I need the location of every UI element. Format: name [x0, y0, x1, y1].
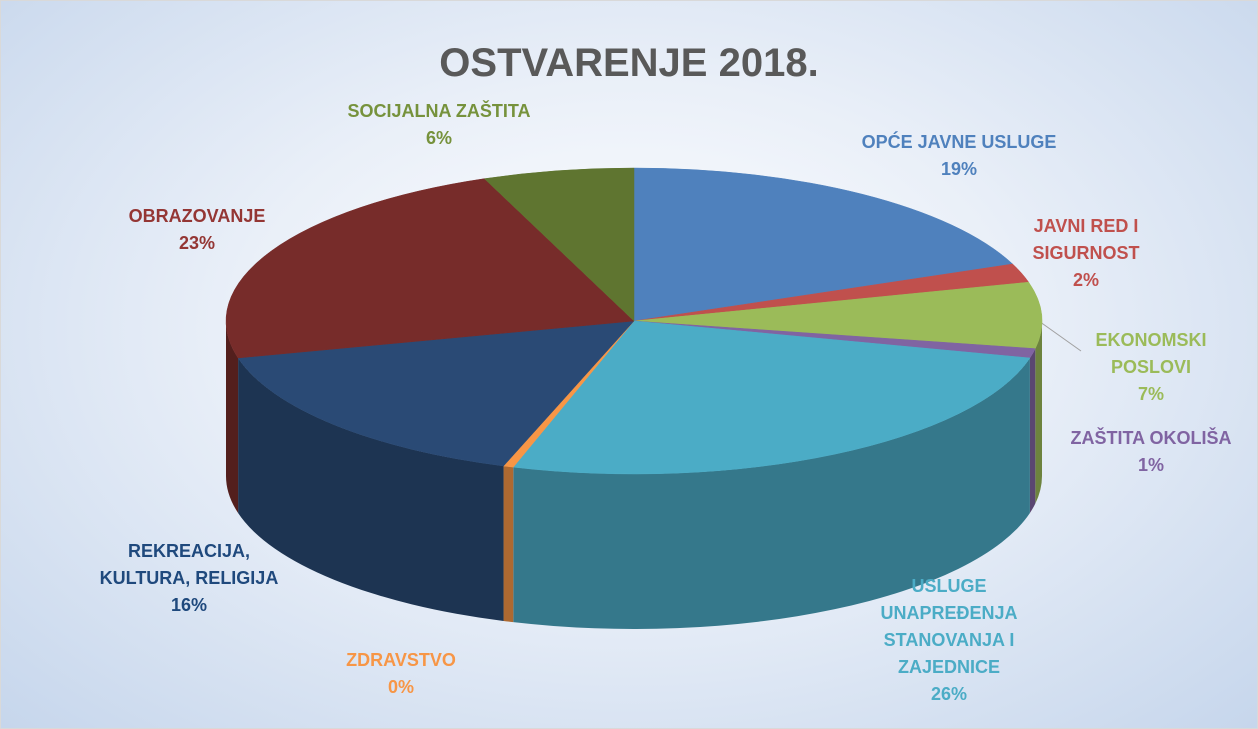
pie-sides	[226, 321, 1042, 629]
data-label: JAVNI RED I SIGURNOST 2%	[1011, 213, 1161, 294]
data-label: OPĆE JAVNE USLUGE 19%	[799, 129, 1119, 183]
slice	[633, 281, 1043, 349]
chart-title: OSTVARENJE 2018.	[439, 41, 819, 85]
value-label: 2%	[1072, 270, 1099, 290]
data-label: USLUGE UNAPREĐENJA STANOVANJA I ZAJEDNIC…	[872, 573, 1027, 708]
slice	[512, 320, 1031, 475]
slice-side	[1029, 348, 1036, 513]
category-label: SOCIJALNA ZAŠTITA	[347, 101, 531, 121]
slice-side	[226, 321, 239, 513]
slice-side	[503, 465, 514, 623]
data-label: EKONOMSKI POSLOVI 7%	[1084, 327, 1219, 408]
data-label: OBRAZOVANJE 23%	[97, 203, 297, 257]
value-label: 1%	[1137, 455, 1164, 475]
value-label: 6%	[425, 128, 452, 148]
value-label: 16%	[170, 595, 208, 615]
slice-side	[238, 357, 504, 621]
slice-side	[1035, 321, 1042, 504]
slice	[483, 167, 635, 322]
slice	[633, 167, 1014, 322]
category-label: ZDRAVSTVO	[346, 650, 456, 670]
slice	[237, 320, 635, 467]
category-label: JAVNI RED I SIGURNOST	[1032, 216, 1140, 263]
data-label: ZAŠTITA OKOLIŠA 1%	[1036, 425, 1257, 479]
value-label: 7%	[1137, 384, 1164, 404]
category-label: EKONOMSKI POSLOVI	[1095, 330, 1207, 377]
value-label: 26%	[930, 684, 968, 704]
data-label: SOCIJALNA ZAŠTITA 6%	[304, 98, 574, 152]
value-label: 19%	[940, 159, 978, 179]
category-label: ZAŠTITA OKOLIŠA	[1070, 428, 1232, 448]
slice	[225, 178, 635, 359]
category-label: REKREACIJA, KULTURA, RELIGIJA	[99, 541, 279, 588]
leader-line	[1035, 318, 1082, 352]
data-label: REKREACIJA, KULTURA, RELIGIJA 16%	[82, 538, 297, 619]
value-label: 23%	[178, 233, 216, 253]
data-label: ZDRAVSTVO 0%	[301, 647, 501, 701]
value-label: 0%	[387, 677, 414, 697]
category-label: USLUGE UNAPREĐENJA STANOVANJA I ZAJEDNIC…	[880, 576, 1018, 677]
category-label: OPĆE JAVNE USLUGE	[861, 132, 1057, 152]
slice-side	[513, 357, 1030, 629]
category-label: OBRAZOVANJE	[128, 206, 266, 226]
pie-tops	[225, 167, 1043, 475]
